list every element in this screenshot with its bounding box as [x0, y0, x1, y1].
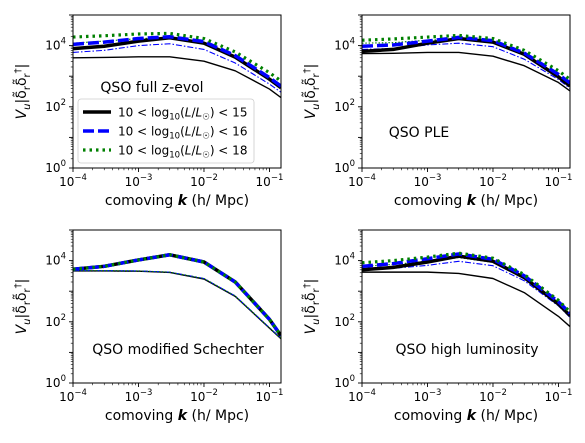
plot-frame [72, 229, 282, 384]
x-tick-label: 10−4 [59, 173, 87, 189]
panel-annotation: QSO modified Schechter [92, 342, 264, 358]
y-tick-label: 100 [45, 374, 66, 390]
subplot-3: 10−4 10−3 10−2 10−1 100 102 104 comoving k (h/ … [12, 229, 284, 424]
y-tick-label: 104 [45, 252, 66, 268]
legend-label: 10 < log10(L/L☉) < 18 [118, 144, 247, 161]
series-line-dotted-green [362, 251, 570, 314]
y-tick-label: 100 [334, 374, 355, 390]
series-line-thin-solid-black [362, 271, 570, 328]
panel-annotation: QSO full z-evol [100, 80, 203, 96]
series-line-thin-solid-black [73, 56, 281, 99]
x-axis-label: comoving k (h/ Mpc) [394, 408, 538, 424]
x-tick-label: 10−3 [414, 173, 442, 189]
y-axis-label: Vu|δ̃rδ̃r†| [12, 279, 33, 335]
legend: 10 < log10(L/L☉) < 15 10 < log10(L/L☉) < … [77, 98, 255, 164]
x-tick-label: 10−2 [479, 173, 507, 189]
plot-frame [361, 229, 571, 384]
panel-annotation: QSO high luminosity [395, 342, 538, 358]
x-tick-label: 10−4 [59, 388, 87, 404]
series-line-thick-dashed-blue [362, 35, 570, 85]
y-tick-label: 100 [334, 159, 355, 175]
y-tick-label: 102 [334, 98, 355, 114]
subplot-2: 10−4 10−3 10−2 10−1 100 102 104 comoving k (h/ … [301, 14, 573, 209]
series-group [73, 253, 281, 340]
y-tick-label: 100 [45, 159, 66, 175]
x-tick-label: 10−4 [348, 173, 376, 189]
y-tick-label: 104 [45, 37, 66, 53]
x-axis-label: comoving k (h/ Mpc) [105, 408, 249, 424]
x-tick-label: 10−3 [125, 173, 153, 189]
x-tick-label: 10−3 [414, 388, 442, 404]
y-tick-label: 102 [45, 98, 66, 114]
x-tick-label: 10−1 [256, 173, 284, 189]
plot-frame [361, 14, 571, 169]
series-line-thin-dashdot-blue [73, 43, 281, 93]
series-line-thin-dotted-green [73, 270, 281, 339]
subplot-4: 10−4 10−3 10−2 10−1 100 102 104 comoving k (h/ … [301, 229, 573, 424]
series-group [73, 31, 281, 99]
x-tick-label: 10−4 [348, 388, 376, 404]
x-tick-label: 10−2 [479, 388, 507, 404]
y-tick-label: 102 [45, 313, 66, 329]
series-line-thick-dashed-blue [73, 253, 281, 337]
plot-frame [72, 14, 282, 169]
series-line-thin-solid-black [73, 270, 281, 340]
series-group [362, 251, 570, 328]
x-tick-label: 10−1 [545, 173, 573, 189]
y-tick-label: 102 [334, 313, 355, 329]
panel-annotation: QSO PLE [389, 125, 449, 141]
y-tick-label: 104 [334, 252, 355, 268]
y-axis-label: Vu|δ̃rδ̃r†| [301, 64, 322, 120]
series-line-thin-solid-black [362, 51, 570, 92]
y-tick-label: 104 [334, 37, 355, 53]
legend-frame [77, 98, 255, 164]
series-line-thick-dashed-blue [73, 34, 281, 88]
y-axis-label: Vu|δ̃rδ̃r†| [301, 279, 322, 335]
subplot-1: 10−4 10−3 10−2 10−1 100 102 104 comoving k (h/ … [12, 14, 284, 209]
x-axis-label: comoving k (h/ Mpc) [394, 193, 538, 209]
x-tick-label: 10−2 [190, 388, 218, 404]
series-line-thin-dashdot-blue [73, 270, 281, 339]
x-tick-label: 10−1 [256, 388, 284, 404]
legend-label: 10 < log10(L/L☉) < 16 [118, 125, 247, 142]
x-tick-label: 10−1 [545, 388, 573, 404]
x-tick-label: 10−3 [125, 388, 153, 404]
x-tick-label: 10−2 [190, 173, 218, 189]
x-axis-label: comoving k (h/ Mpc) [105, 193, 249, 209]
series-group [362, 33, 570, 92]
legend-label: 10 < log10(L/L☉) < 15 [118, 106, 247, 123]
y-axis-label: Vu|δ̃rδ̃r†| [12, 64, 33, 120]
